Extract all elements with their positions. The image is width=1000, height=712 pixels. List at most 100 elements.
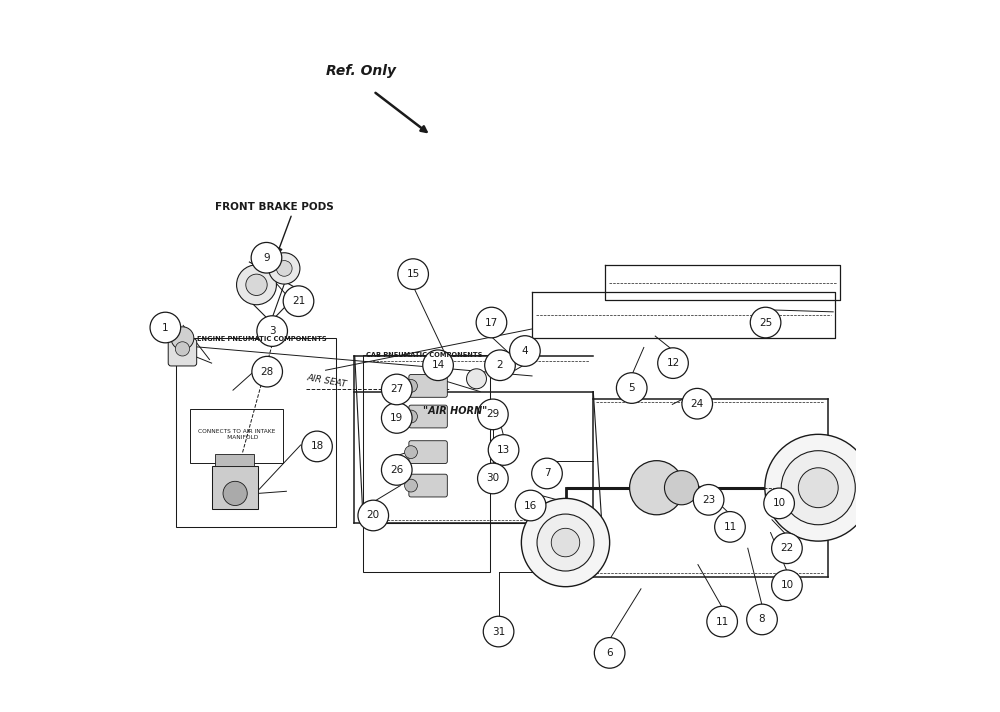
- Text: 20: 20: [367, 511, 380, 520]
- Circle shape: [251, 242, 282, 273]
- FancyBboxPatch shape: [409, 405, 447, 428]
- Circle shape: [616, 373, 647, 403]
- Text: 5: 5: [628, 383, 635, 393]
- FancyBboxPatch shape: [190, 409, 283, 463]
- Text: ENGINE PNEUMATIC COMPONENTS: ENGINE PNEUMATIC COMPONENTS: [197, 336, 327, 342]
- Circle shape: [405, 446, 417, 459]
- Text: 14: 14: [431, 360, 445, 370]
- Text: 1: 1: [162, 323, 169, 333]
- Text: 9: 9: [263, 253, 270, 263]
- Circle shape: [381, 403, 412, 433]
- Circle shape: [772, 533, 802, 564]
- Circle shape: [467, 369, 486, 389]
- Text: 10: 10: [780, 580, 793, 590]
- Circle shape: [283, 286, 314, 317]
- Circle shape: [171, 327, 194, 350]
- Text: 11: 11: [723, 522, 737, 532]
- Text: 16: 16: [524, 501, 537, 511]
- FancyBboxPatch shape: [176, 338, 336, 527]
- FancyBboxPatch shape: [409, 441, 447, 464]
- Circle shape: [237, 265, 276, 305]
- Circle shape: [150, 312, 181, 342]
- Circle shape: [405, 379, 417, 392]
- FancyBboxPatch shape: [409, 474, 447, 497]
- Circle shape: [764, 488, 794, 518]
- Circle shape: [765, 434, 872, 541]
- Circle shape: [781, 451, 855, 525]
- Text: 24: 24: [691, 399, 704, 409]
- FancyBboxPatch shape: [363, 355, 490, 572]
- Text: 3: 3: [269, 326, 275, 336]
- Circle shape: [707, 607, 737, 637]
- Circle shape: [246, 274, 267, 295]
- FancyBboxPatch shape: [212, 466, 258, 509]
- Text: 6: 6: [606, 648, 613, 658]
- Text: 26: 26: [390, 465, 403, 475]
- Circle shape: [175, 342, 190, 356]
- FancyBboxPatch shape: [409, 375, 447, 397]
- Text: 12: 12: [666, 358, 680, 368]
- Text: 15: 15: [407, 269, 420, 279]
- Text: 17: 17: [485, 318, 498, 328]
- Circle shape: [515, 490, 546, 521]
- Circle shape: [772, 570, 802, 601]
- Circle shape: [381, 454, 412, 486]
- Circle shape: [532, 459, 562, 488]
- Circle shape: [269, 253, 300, 284]
- Circle shape: [798, 468, 838, 508]
- Circle shape: [715, 511, 745, 543]
- Text: 10: 10: [773, 498, 786, 508]
- Circle shape: [747, 604, 777, 635]
- Circle shape: [551, 528, 580, 557]
- Text: Ref. Only: Ref. Only: [326, 64, 396, 78]
- Circle shape: [358, 500, 389, 530]
- Circle shape: [630, 461, 684, 515]
- Text: 19: 19: [390, 413, 403, 423]
- Text: 27: 27: [390, 384, 403, 394]
- Circle shape: [594, 638, 625, 668]
- Circle shape: [223, 481, 247, 506]
- Circle shape: [537, 514, 594, 571]
- Circle shape: [405, 479, 417, 492]
- Text: 30: 30: [486, 473, 499, 483]
- Circle shape: [405, 410, 417, 423]
- Circle shape: [398, 259, 428, 289]
- Text: FRONT BRAKE PODS: FRONT BRAKE PODS: [215, 202, 334, 212]
- Circle shape: [483, 616, 514, 646]
- Text: 22: 22: [780, 543, 794, 553]
- Text: 13: 13: [497, 445, 510, 455]
- Circle shape: [276, 261, 292, 276]
- Text: 31: 31: [492, 627, 505, 637]
- Circle shape: [658, 348, 688, 379]
- Text: 2: 2: [497, 360, 503, 370]
- Circle shape: [476, 308, 507, 337]
- Circle shape: [485, 350, 515, 380]
- Text: CAB PNEUMATIC COMPONENTS: CAB PNEUMATIC COMPONENTS: [366, 352, 483, 358]
- Circle shape: [521, 498, 610, 587]
- Text: AIR SEAT: AIR SEAT: [306, 373, 348, 389]
- Text: 18: 18: [310, 441, 324, 451]
- Text: 29: 29: [486, 409, 500, 419]
- Text: 23: 23: [702, 495, 715, 505]
- Circle shape: [750, 308, 781, 337]
- Text: 7: 7: [544, 468, 550, 478]
- FancyBboxPatch shape: [215, 454, 254, 466]
- Circle shape: [302, 431, 332, 461]
- Text: "AIR HORN": "AIR HORN": [423, 407, 487, 417]
- Text: 21: 21: [292, 296, 305, 306]
- Text: 8: 8: [759, 614, 765, 624]
- Circle shape: [510, 336, 540, 366]
- Circle shape: [664, 471, 699, 505]
- Text: 11: 11: [716, 617, 729, 627]
- Circle shape: [693, 485, 724, 515]
- Text: CONNECTS TO AIR INTAKE
       MANIFOLD: CONNECTS TO AIR INTAKE MANIFOLD: [198, 429, 275, 440]
- Circle shape: [682, 389, 713, 419]
- Circle shape: [423, 350, 453, 380]
- Circle shape: [488, 434, 519, 466]
- Text: 28: 28: [261, 367, 274, 377]
- Circle shape: [257, 316, 287, 346]
- Text: 4: 4: [522, 346, 528, 356]
- Circle shape: [478, 399, 508, 430]
- Circle shape: [478, 464, 508, 494]
- FancyBboxPatch shape: [168, 339, 197, 366]
